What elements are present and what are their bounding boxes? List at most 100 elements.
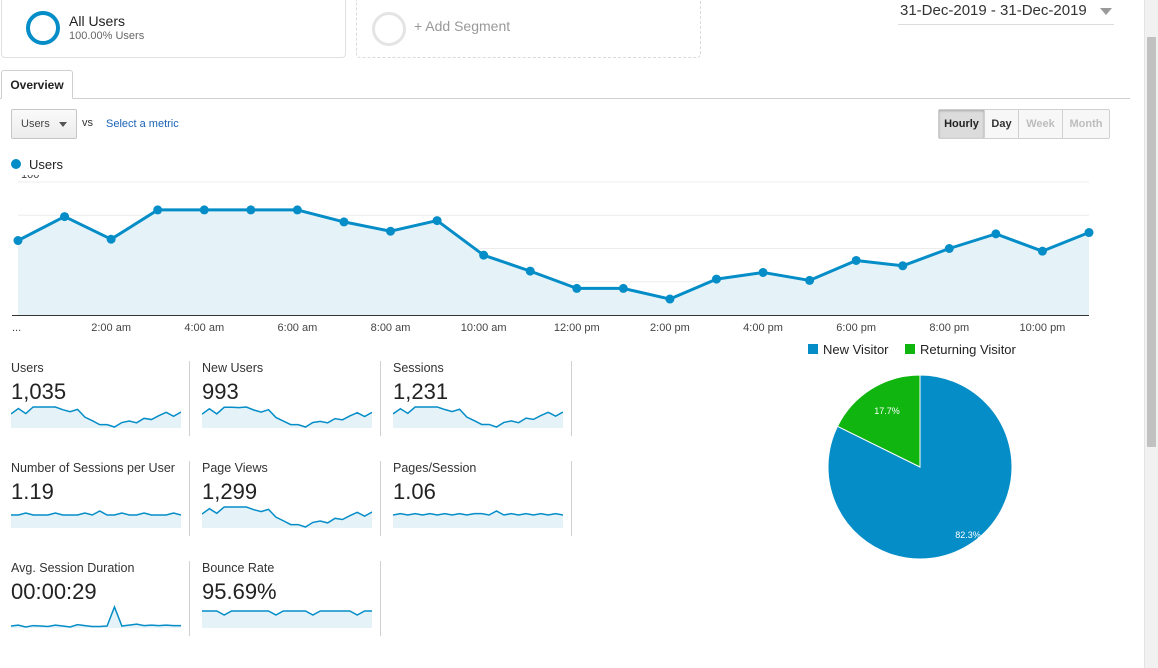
data-point	[106, 234, 116, 244]
sparkline-area	[202, 407, 372, 428]
x-tick-label: 10:00 pm	[1019, 322, 1065, 334]
dropdown-arrow-icon	[59, 122, 67, 127]
x-tick-label: 2:00 am	[91, 322, 131, 334]
scorecard-value: 1.06	[393, 479, 436, 504]
data-point	[13, 236, 23, 246]
segment-subtitle: 100.00% Users	[69, 30, 145, 42]
data-point	[851, 255, 861, 265]
data-point	[805, 275, 815, 285]
users-legend-dot	[11, 159, 21, 169]
sparkline	[202, 610, 372, 628]
scorecard-value: 00:00:29	[11, 579, 97, 604]
sparkline	[11, 604, 181, 628]
y-tick-label: 100	[21, 175, 39, 181]
scorecard-pages-per-session[interactable]: Pages/Session 1.06	[382, 461, 572, 561]
granularity-hourly-button[interactable]: Hourly	[938, 109, 985, 139]
scorecard-sessions[interactable]: Sessions 1,231	[382, 361, 572, 461]
users-line	[17, 208, 1090, 301]
sparkline-line	[202, 506, 372, 528]
returning-visitor-legend-swatch	[905, 344, 915, 354]
x-tick-label: 2:00 pm	[650, 322, 690, 334]
scorecard-label: Users	[11, 361, 44, 375]
date-range-text: 31-Dec-2019 - 31-Dec-2019	[900, 2, 1087, 19]
data-point	[991, 229, 1001, 239]
data-point	[665, 294, 675, 304]
data-point	[386, 226, 396, 236]
data-point	[572, 283, 582, 293]
scorecard-value: 1.19	[11, 479, 54, 504]
scorecard-bounce-rate[interactable]: Bounce Rate 95.69%	[191, 561, 381, 661]
x-tick-label: 6:00 am	[278, 322, 318, 334]
select-metric-link[interactable]: Select a metric	[106, 118, 179, 130]
x-tick-label: 4:00 pm	[743, 322, 783, 334]
scorecard-new-users[interactable]: New Users 993	[191, 361, 381, 461]
metric-select-value: Users	[21, 118, 50, 130]
tab-divider	[0, 98, 1130, 99]
scorecard-label: Sessions	[393, 361, 444, 375]
add-segment-button[interactable]: + Add Segment	[356, 0, 701, 58]
data-point	[432, 216, 442, 226]
card-divider	[380, 361, 381, 436]
returning-visitor-legend-label[interactable]: Returning Visitor	[920, 342, 1016, 357]
segment-title: All Users	[69, 13, 126, 29]
scorecard-avg-session-duration[interactable]: Avg. Session Duration 00:00:29	[0, 561, 190, 661]
granularity-month-button: Month	[1062, 109, 1110, 139]
returning-visitor-slice	[836, 374, 921, 468]
tab-overview[interactable]: Overview	[1, 70, 73, 99]
scorecard-users[interactable]: Users 1,035	[0, 361, 190, 461]
data-point	[898, 261, 908, 271]
users-area	[18, 209, 1089, 315]
scorecard-value: 1,299	[202, 479, 258, 504]
x-tick-label: 4:00 am	[184, 322, 224, 334]
sparkline-line	[202, 610, 372, 616]
granularity-day-button[interactable]: Day	[984, 109, 1019, 139]
sparkline	[393, 510, 563, 528]
data-point	[199, 205, 209, 215]
x-tick-label: 8:00 pm	[929, 322, 969, 334]
x-tick-label: 8:00 am	[371, 322, 411, 334]
x-tick-label: ...	[12, 322, 21, 334]
card-divider	[571, 461, 572, 536]
scorecard-value: 1,231	[393, 379, 449, 404]
sparkline	[202, 406, 372, 428]
scorecard-label: Bounce Rate	[202, 561, 275, 575]
metric-select[interactable]: Users	[11, 109, 77, 139]
scorecard-value: 993	[202, 379, 239, 404]
segment-all-users[interactable]: All Users 100.00% Users	[1, 0, 346, 58]
users-over-time-chart: 10050...2:00 am4:00 am6:00 am8:00 am10:0…	[12, 175, 1094, 334]
empty-segment-circle-icon	[372, 12, 406, 46]
add-segment-label: + Add Segment	[414, 18, 511, 34]
sparkline-line	[202, 406, 372, 428]
scrollbar-thumb[interactable]	[1147, 37, 1156, 447]
data-point	[711, 274, 721, 284]
users-legend-label[interactable]: Users	[29, 157, 63, 172]
data-point	[246, 205, 256, 215]
card-divider	[189, 461, 190, 536]
data-point	[944, 244, 954, 253]
x-tick-label: 10:00 am	[461, 322, 507, 334]
scorecard-label: Pages/Session	[393, 461, 477, 475]
card-divider	[189, 361, 190, 436]
sparkline-line	[11, 604, 181, 628]
scorecard-label: Number of Sessions per User	[11, 461, 175, 475]
scorecard-page-views[interactable]: Page Views 1,299	[191, 461, 381, 561]
data-point	[1084, 228, 1094, 238]
new-visitor-legend-label[interactable]: New Visitor	[823, 342, 889, 357]
slice-label: 82.3%	[955, 530, 981, 540]
date-range-picker[interactable]: 31-Dec-2019 - 31-Dec-2019	[898, 0, 1114, 25]
data-point	[339, 217, 349, 227]
scorecard-value: 95.69%	[202, 579, 277, 604]
card-divider	[571, 361, 572, 436]
scorecard-label: Avg. Session Duration	[11, 561, 135, 575]
sparkline	[202, 506, 372, 528]
sparkline-line	[393, 510, 563, 516]
card-divider	[189, 561, 190, 636]
chevron-down-icon	[1100, 8, 1112, 15]
scorecard-sessions-per-user[interactable]: Number of Sessions per User 1.19	[0, 461, 190, 561]
sparkline	[11, 510, 181, 528]
x-tick-label: 6:00 pm	[836, 322, 876, 334]
sparkline	[11, 406, 181, 428]
new-visitor-legend-swatch	[808, 344, 818, 354]
data-point	[60, 212, 70, 222]
data-point	[618, 283, 628, 293]
